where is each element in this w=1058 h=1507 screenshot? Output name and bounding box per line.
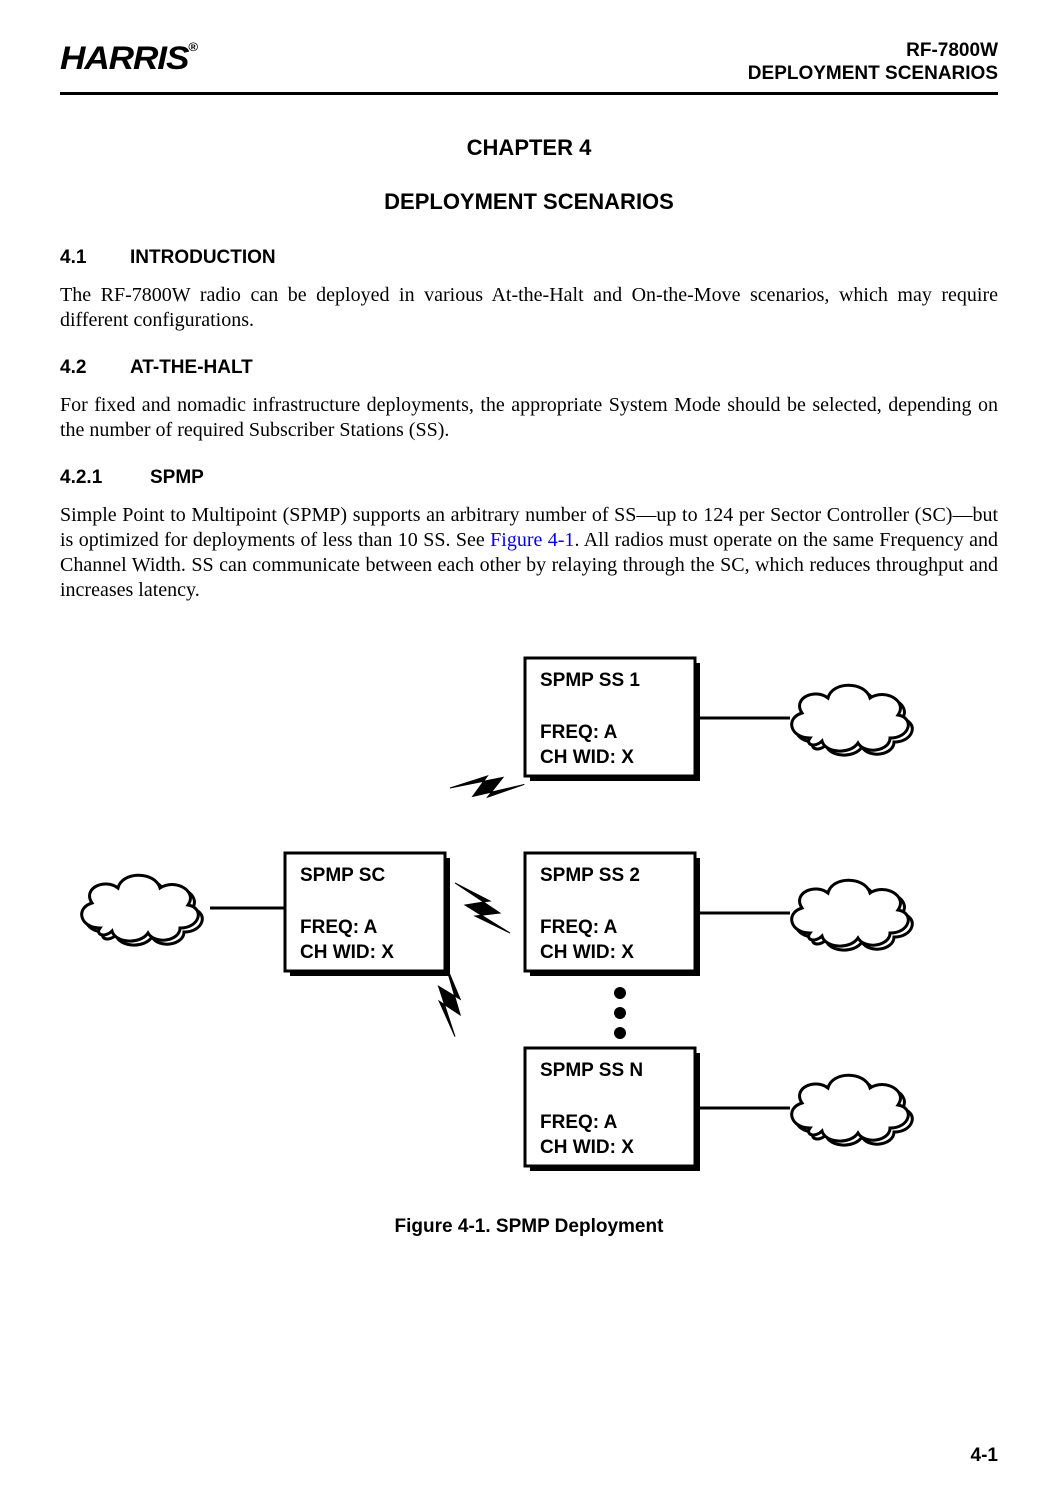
sc-l1: SPMP SC: [300, 865, 385, 886]
section-4-1-title: INTRODUCTION: [130, 247, 276, 268]
cloud-ssn: [792, 1075, 913, 1145]
logo-reg: ®: [188, 40, 197, 54]
ss2-l3: CH WID: X: [540, 942, 634, 963]
spmp-ss1-box: SPMP SS 1 FREQ: A CH WID: X: [525, 658, 700, 781]
spmp-ssn-box: SPMP SS N FREQ: A CH WID: X: [525, 1048, 700, 1171]
ssn-l1: SPMP SS N: [540, 1060, 643, 1081]
spmp-diagram-svg: SPMP SC FREQ: A CH WID: X SPMP SS 1 FREQ…: [60, 633, 1000, 1193]
ssn-l3: CH WID: X: [540, 1137, 634, 1158]
ellipsis-dot: [614, 1027, 626, 1039]
ssn-l2: FREQ: A: [540, 1112, 618, 1133]
logo-text: HARRIS: [60, 40, 188, 76]
spmp-sc-box: SPMP SC FREQ: A CH WID: X: [285, 853, 450, 976]
bolt-icon: [455, 883, 510, 933]
sc-l2: FREQ: A: [300, 917, 378, 938]
ellipsis-dot: [614, 987, 626, 999]
ss1-l2: FREQ: A: [540, 722, 618, 743]
figure-caption: Figure 4-1. SPMP Deployment: [60, 1216, 998, 1238]
ss1-l1: SPMP SS 1: [540, 670, 640, 691]
header-right: RF-7800W DEPLOYMENT SCENARIOS: [748, 40, 998, 86]
bolt-icon: [450, 749, 524, 823]
page-number: 4-1: [971, 1445, 998, 1467]
doc-code: RF-7800W: [748, 40, 998, 63]
ss2-l2: FREQ: A: [540, 917, 618, 938]
page-header: HARRIS® RF-7800W DEPLOYMENT SCENARIOS: [60, 40, 998, 95]
section-4-2-body: For fixed and nomadic infrastructure dep…: [60, 393, 998, 443]
section-4-2-1-body: Simple Point to Multipoint (SPMP) suppor…: [60, 503, 998, 603]
figure-4-1: SPMP SC FREQ: A CH WID: X SPMP SS 1 FREQ…: [60, 633, 998, 1238]
section-4-2-1-title: SPMP: [150, 467, 204, 488]
doc-section: DEPLOYMENT SCENARIOS: [748, 63, 998, 86]
cloud-ss2: [792, 880, 913, 950]
section-4-1-heading: 4.1INTRODUCTION: [60, 247, 998, 269]
spmp-ss2-box: SPMP SS 2 FREQ: A CH WID: X: [525, 853, 700, 976]
section-4-2-heading: 4.2AT-THE-HALT: [60, 357, 998, 379]
sc-l3: CH WID: X: [300, 942, 394, 963]
section-4-2-1-num: 4.2.1: [60, 467, 150, 489]
section-4-1-num: 4.1: [60, 247, 130, 269]
ss1-l3: CH WID: X: [540, 747, 634, 768]
ellipsis-dot: [614, 1007, 626, 1019]
section-4-2-title: AT-THE-HALT: [130, 357, 253, 378]
figure-4-1-link[interactable]: Figure 4-1: [490, 529, 574, 551]
cloud-ss1: [792, 685, 913, 755]
cloud-left: [82, 875, 285, 945]
section-4-1-body: The RF-7800W radio can be deployed in va…: [60, 283, 998, 333]
chapter-title: CHAPTER 4: [60, 135, 998, 161]
section-4-2-1-heading: 4.2.1SPMP: [60, 467, 998, 489]
harris-logo: HARRIS®: [60, 40, 197, 77]
ss2-l1: SPMP SS 2: [540, 865, 640, 886]
section-4-2-num: 4.2: [60, 357, 130, 379]
chapter-subtitle: DEPLOYMENT SCENARIOS: [60, 189, 998, 215]
